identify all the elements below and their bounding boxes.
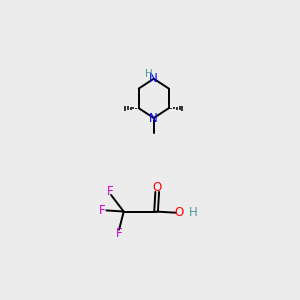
Text: O: O [174, 206, 183, 219]
Text: H: H [189, 206, 197, 219]
Text: N: N [149, 72, 158, 85]
Text: O: O [153, 181, 162, 194]
Text: F: F [99, 204, 106, 217]
Text: N: N [149, 112, 158, 124]
Text: H: H [145, 69, 152, 79]
Text: F: F [106, 185, 113, 198]
Text: F: F [116, 227, 123, 240]
